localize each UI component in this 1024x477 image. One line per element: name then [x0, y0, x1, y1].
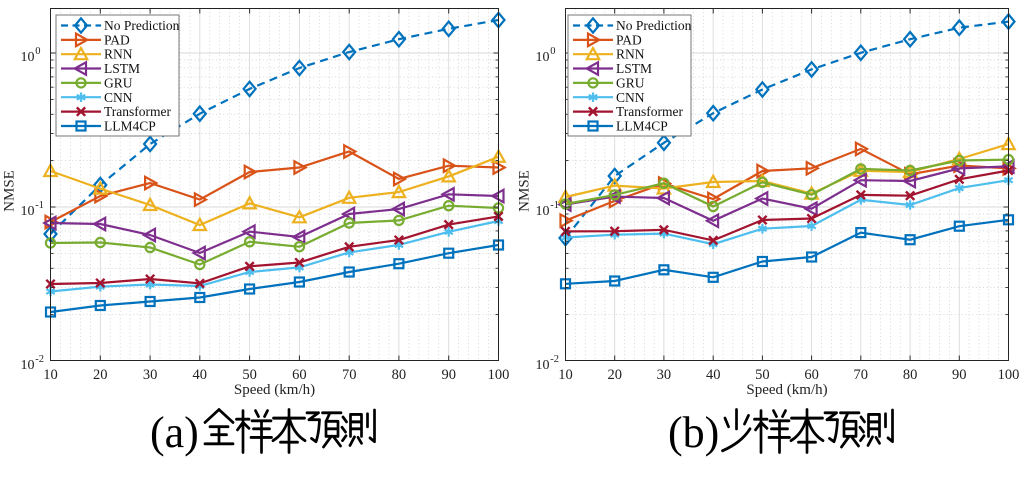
svg-text:CNN: CNN [616, 90, 645, 105]
svg-text:70: 70 [342, 367, 357, 383]
svg-text:GRU: GRU [104, 75, 133, 90]
svg-text:Transformer: Transformer [104, 104, 171, 119]
svg-text:10: 10 [536, 204, 550, 219]
svg-text:No Prediction: No Prediction [616, 18, 692, 33]
svg-text:No Prediction: No Prediction [104, 18, 180, 33]
svg-text:NMSE: NMSE [2, 170, 18, 212]
svg-text:LLM4CP: LLM4CP [104, 118, 156, 133]
svg-text:90: 90 [952, 367, 967, 383]
svg-text:LSTM: LSTM [616, 61, 652, 76]
svg-text:40: 40 [706, 367, 721, 383]
svg-text:50: 50 [242, 367, 257, 383]
svg-text:30: 30 [657, 367, 672, 383]
svg-text:LSTM: LSTM [104, 61, 140, 76]
svg-text:10: 10 [43, 367, 58, 383]
svg-text:10: 10 [21, 50, 35, 65]
svg-text:100: 100 [998, 367, 1020, 383]
svg-text:10: 10 [558, 367, 573, 383]
svg-text:(b): (b) [668, 408, 719, 457]
svg-text:-2: -2 [35, 354, 44, 365]
svg-text:90: 90 [441, 367, 456, 383]
svg-text:CNN: CNN [104, 90, 133, 105]
svg-text:60: 60 [804, 367, 819, 383]
svg-text:40: 40 [193, 367, 208, 383]
svg-text:0: 0 [35, 46, 40, 57]
svg-text:80: 80 [392, 367, 407, 383]
svg-text:30: 30 [143, 367, 158, 383]
svg-text:-1: -1 [35, 200, 44, 211]
svg-text:PAD: PAD [616, 32, 642, 47]
svg-text:RNN: RNN [616, 47, 645, 62]
svg-text:(a): (a) [150, 408, 199, 457]
svg-text:0: 0 [550, 46, 555, 57]
svg-text:10: 10 [536, 358, 550, 373]
svg-text:Transformer: Transformer [616, 104, 683, 119]
svg-text:100: 100 [488, 367, 510, 383]
svg-text:Speed (km/h): Speed (km/h) [234, 382, 315, 398]
svg-text:80: 80 [903, 367, 918, 383]
svg-text:70: 70 [854, 367, 869, 383]
svg-text:10: 10 [536, 50, 550, 65]
svg-text:PAD: PAD [104, 32, 130, 47]
svg-text:-1: -1 [550, 200, 559, 211]
svg-text:20: 20 [93, 367, 108, 383]
svg-text:-2: -2 [550, 354, 559, 365]
svg-text:10: 10 [21, 358, 35, 373]
svg-text:50: 50 [755, 367, 770, 383]
svg-text:LLM4CP: LLM4CP [616, 118, 668, 133]
svg-text:GRU: GRU [616, 75, 645, 90]
svg-text:RNN: RNN [104, 47, 133, 62]
svg-text:60: 60 [292, 367, 307, 383]
svg-text:Speed (km/h): Speed (km/h) [746, 382, 827, 398]
svg-text:10: 10 [21, 204, 35, 219]
svg-text:NMSE: NMSE [517, 170, 533, 212]
svg-text:20: 20 [607, 367, 622, 383]
